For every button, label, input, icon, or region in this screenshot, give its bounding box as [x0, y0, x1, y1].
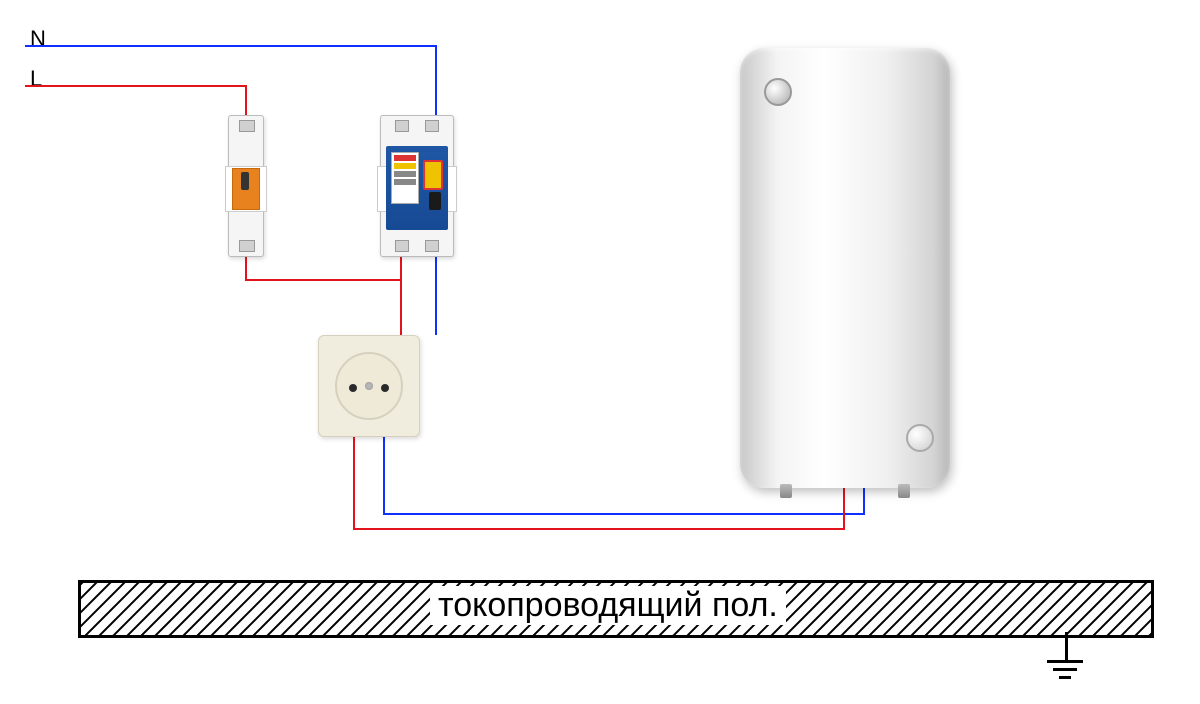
heater-foot: [780, 484, 792, 498]
water-heater: [740, 48, 950, 488]
socket-hole-l: [349, 384, 357, 392]
heater-foot: [898, 484, 910, 498]
wire-line: [353, 430, 355, 530]
rcd-device: [380, 115, 454, 257]
rcd-terminal-top-l: [395, 120, 409, 132]
breaker-lever: [241, 172, 249, 190]
wall-socket: [318, 335, 420, 437]
wire-neutral: [863, 488, 865, 515]
rcd-terminal-bottom-n: [425, 240, 439, 252]
neutral-label: N: [30, 26, 46, 52]
wire-neutral: [435, 45, 437, 115]
ground-symbol-icon: [1053, 668, 1077, 671]
wire-line: [245, 255, 247, 279]
ground-symbol-icon: [1047, 660, 1083, 663]
wire-neutral: [25, 45, 435, 47]
wire-line: [245, 85, 247, 115]
wire-line: [25, 85, 245, 87]
rcd-test-button: [423, 160, 443, 190]
floor-caption: токопроводящий пол.: [430, 586, 786, 625]
rcd-lever: [429, 192, 441, 210]
breaker-terminal-top: [239, 120, 255, 132]
ground-symbol-icon: [1065, 632, 1068, 660]
rcd-terminal-bottom-l: [395, 240, 409, 252]
wire-neutral: [383, 430, 385, 515]
ground-symbol-icon: [1059, 676, 1071, 679]
heater-gauge-icon: [764, 78, 792, 106]
wire-line: [843, 488, 845, 530]
breaker-terminal-bottom: [239, 240, 255, 252]
wire-neutral: [435, 255, 437, 335]
socket-ground-pin: [365, 382, 373, 390]
wire-line: [400, 255, 402, 335]
rcd-label-sticker: [391, 152, 419, 204]
wire-line: [245, 279, 400, 281]
circuit-breaker: [228, 115, 264, 257]
wire-line: [353, 528, 843, 530]
line-label: L: [30, 66, 42, 92]
wire-neutral: [383, 513, 863, 515]
rcd-terminal-top-n: [425, 120, 439, 132]
socket-hole-n: [381, 384, 389, 392]
heater-thermostat-icon: [906, 424, 934, 452]
